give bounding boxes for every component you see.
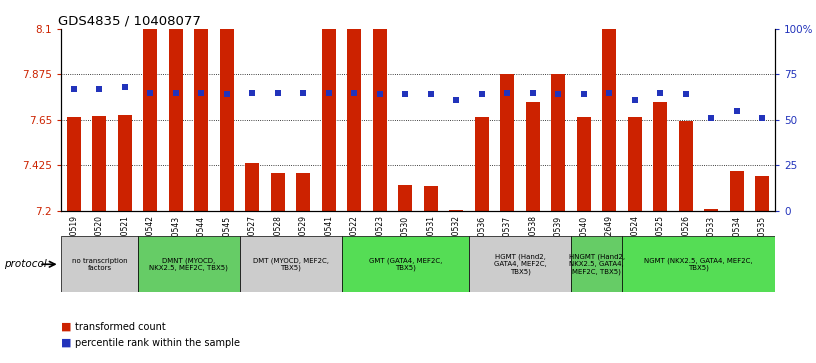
Bar: [398, 185, 412, 211]
Bar: [654, 102, 667, 211]
Text: protocol: protocol: [4, 259, 47, 269]
Bar: [240, 236, 342, 292]
Text: ■: ■: [61, 338, 72, 348]
Point: [322, 90, 335, 95]
Text: NGMT (NKX2.5, GATA4, MEF2C,
TBX5): NGMT (NKX2.5, GATA4, MEF2C, TBX5): [645, 257, 753, 271]
Point: [195, 90, 208, 95]
Bar: [475, 117, 489, 211]
Text: HNGMT (Hand2,
NKX2.5, GATA4,
MEF2C, TBX5): HNGMT (Hand2, NKX2.5, GATA4, MEF2C, TBX5…: [569, 254, 625, 274]
Point: [93, 86, 106, 92]
Bar: [500, 74, 514, 211]
Point: [476, 91, 489, 97]
Text: ■: ■: [61, 322, 72, 332]
Point: [628, 97, 641, 103]
Bar: [424, 186, 438, 211]
Bar: [628, 117, 642, 211]
Bar: [704, 208, 718, 211]
Bar: [246, 163, 259, 211]
Bar: [220, 29, 234, 211]
Point: [730, 108, 743, 114]
Point: [272, 90, 285, 95]
Bar: [92, 116, 106, 211]
Point: [144, 90, 157, 95]
Bar: [271, 173, 285, 211]
Point: [348, 90, 361, 95]
Point: [680, 91, 693, 97]
Point: [552, 91, 565, 97]
Text: no transcription
factors: no transcription factors: [72, 258, 127, 270]
Bar: [679, 121, 693, 211]
Text: GDS4835 / 10408077: GDS4835 / 10408077: [58, 15, 201, 28]
Point: [501, 90, 514, 95]
Point: [654, 90, 667, 95]
Text: DMNT (MYOCD,
NKX2.5, MEF2C, TBX5): DMNT (MYOCD, NKX2.5, MEF2C, TBX5): [149, 257, 228, 271]
Point: [424, 91, 437, 97]
Point: [450, 97, 463, 103]
Point: [603, 90, 616, 95]
Bar: [194, 29, 208, 211]
Bar: [138, 236, 240, 292]
Point: [756, 115, 769, 121]
Bar: [602, 29, 616, 211]
Point: [374, 91, 387, 97]
Point: [170, 90, 183, 95]
Bar: [571, 236, 622, 292]
Point: [578, 91, 591, 97]
Bar: [67, 117, 81, 211]
Bar: [296, 173, 310, 211]
Bar: [144, 29, 157, 211]
Text: HGMT (Hand2,
GATA4, MEF2C,
TBX5): HGMT (Hand2, GATA4, MEF2C, TBX5): [494, 254, 547, 274]
Point: [399, 91, 412, 97]
Bar: [322, 29, 336, 211]
Bar: [577, 117, 591, 211]
Point: [246, 90, 259, 95]
Point: [297, 90, 310, 95]
Bar: [552, 74, 565, 211]
Text: GMT (GATA4, MEF2C,
TBX5): GMT (GATA4, MEF2C, TBX5): [369, 257, 442, 271]
Text: percentile rank within the sample: percentile rank within the sample: [75, 338, 240, 348]
Bar: [61, 236, 138, 292]
Bar: [730, 171, 744, 211]
Point: [705, 115, 718, 121]
Point: [526, 90, 539, 95]
Bar: [622, 236, 775, 292]
Point: [220, 91, 233, 97]
Text: DMT (MYOCD, MEF2C,
TBX5): DMT (MYOCD, MEF2C, TBX5): [253, 257, 329, 271]
Point: [118, 84, 131, 90]
Bar: [469, 236, 571, 292]
Bar: [373, 29, 387, 211]
Bar: [348, 29, 361, 211]
Point: [68, 86, 81, 92]
Bar: [342, 236, 469, 292]
Bar: [450, 209, 463, 211]
Text: transformed count: transformed count: [75, 322, 166, 332]
Bar: [169, 29, 183, 211]
Bar: [526, 102, 540, 211]
Bar: [118, 115, 132, 211]
Bar: [756, 176, 769, 211]
